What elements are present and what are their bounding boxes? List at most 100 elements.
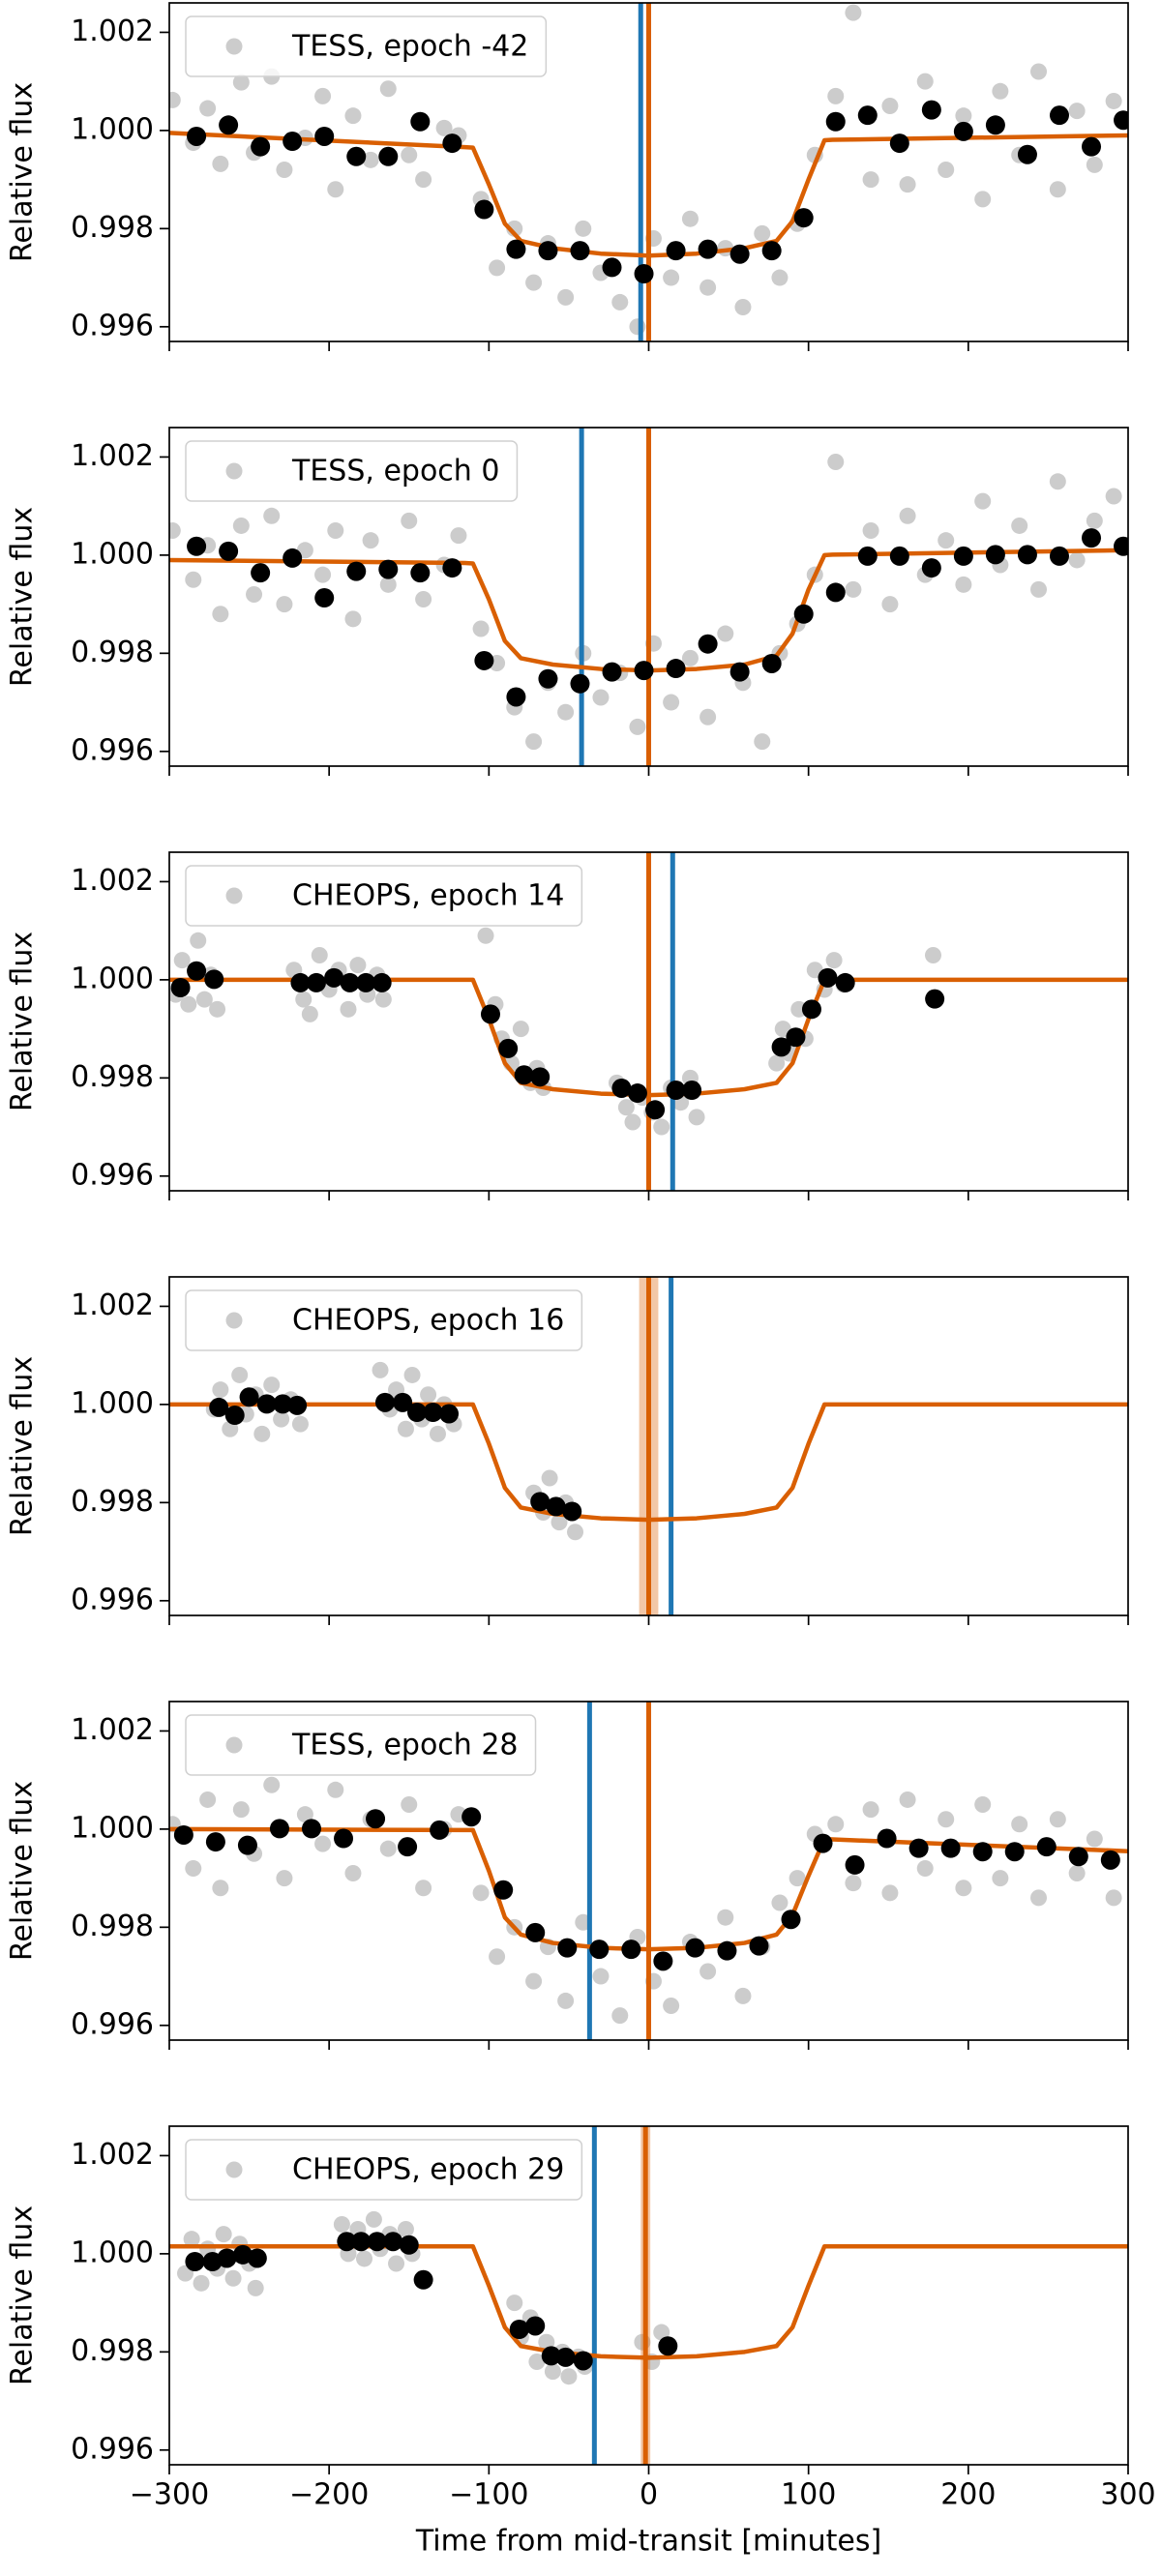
legend-box [185, 15, 548, 77]
raw-point [276, 161, 293, 178]
y-tick-label: 0.996 [71, 1158, 154, 1192]
legend-marker [225, 1312, 243, 1329]
raw-point [541, 1469, 558, 1487]
raw-point [401, 1796, 418, 1814]
raw-point [472, 1884, 490, 1902]
binned-point [749, 1936, 769, 1956]
binned-point [972, 1842, 993, 1862]
binned-point [1004, 1842, 1025, 1862]
panel: 0.996 0.998 1.000 1.002 Relative flux CHEOPS,… [6, 1276, 1129, 1625]
binned-point [287, 1395, 308, 1415]
raw-point [768, 1054, 786, 1072]
binned-point [666, 1081, 686, 1101]
raw-point [477, 927, 494, 944]
raw-point [717, 1909, 734, 1926]
raw-point [397, 2221, 414, 2238]
raw-point [212, 155, 229, 172]
raw-point [379, 1840, 397, 1857]
binned-point [611, 1078, 632, 1098]
raw-point [899, 176, 916, 193]
binned-point [525, 1922, 546, 1942]
raw-point [629, 718, 646, 735]
raw-point [611, 2007, 629, 2025]
raw-point [938, 532, 955, 549]
raw-point [916, 73, 934, 90]
model-curve [169, 2244, 1128, 2360]
raw-point [193, 2274, 210, 2292]
raw-point [344, 610, 362, 628]
binned-point [480, 1004, 500, 1024]
raw-point [301, 1005, 318, 1022]
binned-point [602, 662, 622, 682]
legend: CHEOPS, epoch 14 [185, 865, 583, 927]
raw-point [1011, 1816, 1028, 1833]
binned-point [717, 1940, 737, 1961]
binned-point [771, 1037, 791, 1057]
y-tick-label: 1.002 [71, 1288, 154, 1322]
raw-point [253, 1425, 271, 1442]
raw-point [1086, 512, 1103, 529]
legend-marker [225, 2161, 243, 2178]
binned-point [346, 146, 367, 166]
raw-point [199, 1791, 217, 1808]
x-tick-label: 0 [640, 2478, 658, 2512]
raw-point [232, 74, 250, 91]
binned-point [290, 972, 311, 992]
binned-point [356, 972, 376, 992]
binned-point [729, 662, 750, 682]
binned-point [530, 1067, 551, 1087]
raw-point [247, 2279, 264, 2296]
raw-point [215, 2226, 232, 2243]
raw-point [974, 492, 992, 510]
raw-point [525, 733, 543, 751]
raw-point [827, 454, 845, 471]
plot-area [169, 1277, 1128, 1615]
legend-label: CHEOPS, epoch 16 [292, 1304, 564, 1338]
plot-area [169, 3, 1128, 341]
legend: CHEOPS, epoch 16 [185, 1289, 583, 1351]
binned-point [1114, 536, 1128, 556]
binned-point [889, 546, 909, 566]
binned-point [953, 121, 973, 141]
raw-point [544, 2363, 561, 2381]
plot-area [169, 2126, 1128, 2465]
raw-point [955, 107, 972, 125]
raw-point [1049, 1811, 1066, 1828]
binned-point [698, 634, 718, 654]
binned-point [334, 1828, 354, 1849]
binned-point [666, 659, 686, 679]
binned-point [525, 2316, 546, 2336]
y-tick-label: 0.998 [71, 636, 154, 669]
legend-marker [225, 1736, 243, 1754]
raw-point [374, 991, 392, 1008]
raw-point [700, 1963, 717, 1980]
binned-point [224, 1406, 245, 1426]
raw-point [1068, 103, 1086, 120]
binned-point [461, 1807, 482, 1827]
binned-point [645, 1100, 666, 1120]
binned-point [493, 1880, 514, 1900]
legend-label: TESS, epoch 0 [291, 455, 499, 489]
raw-point [276, 1870, 293, 1887]
binned-point [857, 105, 878, 126]
raw-point [938, 1811, 955, 1828]
raw-point [489, 1948, 506, 1966]
raw-point [700, 708, 717, 725]
raw-point [263, 1776, 281, 1793]
raw-point [291, 1415, 309, 1433]
legend-box [185, 1714, 537, 1776]
raw-point [349, 957, 367, 974]
binned-point [366, 1809, 386, 1829]
raw-point [551, 1514, 568, 1531]
raw-point [295, 991, 313, 1008]
legend-label: CHEOPS, epoch 14 [292, 879, 564, 913]
binned-point [372, 972, 392, 992]
raw-point [916, 1859, 934, 1877]
raw-point [388, 2255, 405, 2272]
raw-point [420, 1386, 437, 1404]
raw-point [273, 1410, 290, 1428]
raw-point [397, 1420, 414, 1437]
raw-point [525, 274, 543, 291]
binned-point [187, 536, 207, 556]
